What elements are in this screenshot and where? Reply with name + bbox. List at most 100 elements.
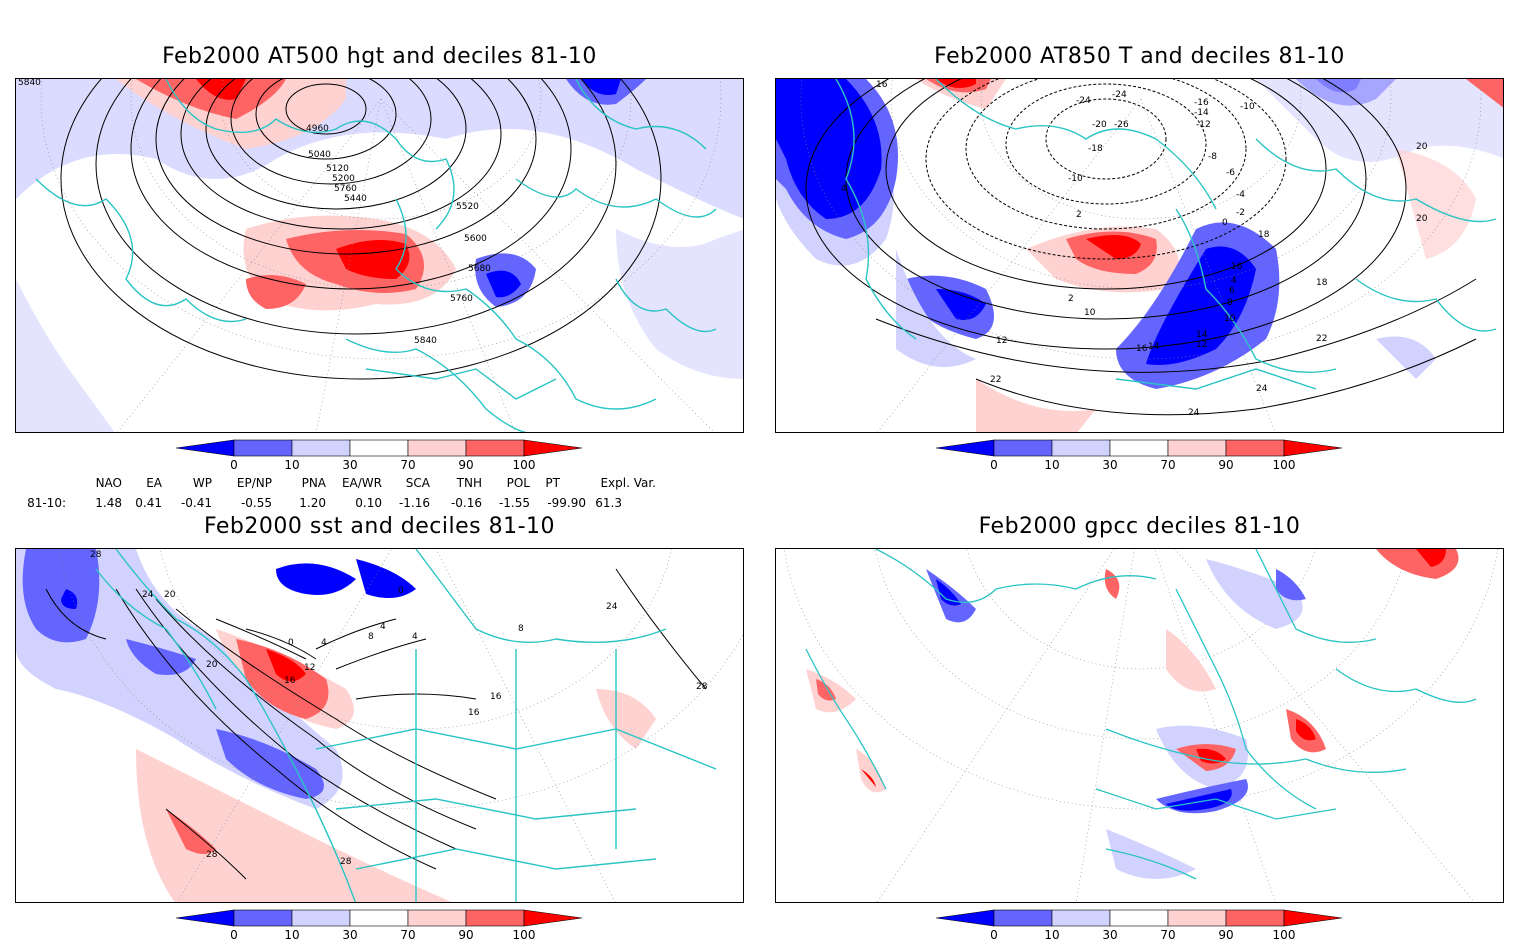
contour-label: -14 bbox=[1194, 108, 1209, 118]
contour-label: 18 bbox=[1258, 230, 1270, 240]
contour-label: 24 bbox=[1256, 384, 1268, 394]
index-header: TNH bbox=[456, 476, 482, 490]
contour-label: 5040 bbox=[308, 150, 331, 160]
index-value: 0.10 bbox=[355, 496, 382, 510]
contour-label: -24 bbox=[1112, 90, 1127, 100]
colorbar-segment bbox=[407, 439, 467, 457]
index-header: Expl. Var. bbox=[600, 476, 656, 490]
index-header: EA/WR bbox=[341, 476, 382, 490]
contour-label: 28 bbox=[206, 850, 218, 860]
index-value: 61.3 bbox=[595, 496, 622, 510]
contour-label: -26 bbox=[1114, 120, 1129, 130]
index-header: EP/NP bbox=[236, 476, 272, 490]
panel-title-t850: Feb2000 AT850 T and deciles 81-10 bbox=[934, 44, 1345, 69]
teleconnection-indices: NAO EA WP EP/NP PNA EA/WR SCA TNH POL PT… bbox=[0, 474, 760, 514]
contour-label: 12 bbox=[1196, 340, 1207, 350]
colorbar-tick-label: 90 bbox=[1218, 928, 1233, 942]
contour-label: -2 bbox=[1236, 208, 1245, 218]
colorbar-segment bbox=[175, 909, 235, 927]
contour-label: 6 bbox=[1229, 286, 1235, 296]
colorbar-tick-label: 90 bbox=[1218, 458, 1233, 472]
contour-label: 5760 bbox=[334, 184, 357, 194]
colorbar-segment bbox=[1051, 439, 1111, 457]
colorbar-tick-label: 10 bbox=[284, 928, 299, 942]
contour-label: 5520 bbox=[456, 202, 479, 212]
contour-label: 4 bbox=[380, 622, 386, 632]
colorbar-segment bbox=[1051, 909, 1111, 927]
contour-label: -12 bbox=[1196, 120, 1211, 130]
colorbar-segment bbox=[407, 909, 467, 927]
contour-label: 8 bbox=[368, 632, 374, 642]
contour-label: 5680 bbox=[468, 264, 491, 274]
contour-label: 16 bbox=[490, 692, 502, 702]
colorbar-tick-label: 10 bbox=[1044, 458, 1059, 472]
index-header: NAO bbox=[95, 476, 122, 490]
contour-label: 24 bbox=[1188, 408, 1200, 418]
contour-label: 4 bbox=[841, 184, 847, 194]
colorbar-tick-label: 100 bbox=[513, 458, 536, 472]
contour-label: 16 bbox=[284, 676, 296, 686]
contour-label: -4 bbox=[1236, 190, 1245, 200]
colorbar-segment bbox=[1283, 909, 1343, 927]
contour-label: 20 bbox=[1416, 214, 1428, 224]
contour-label: 0 bbox=[398, 586, 404, 596]
panel-title-hgt500: Feb2000 AT500 hgt and deciles 81-10 bbox=[162, 44, 597, 69]
contour-label: -24 bbox=[1076, 96, 1091, 106]
map-hgt500: 5840 4960 5040 5120 5200 5760 5440 5520 … bbox=[15, 78, 744, 433]
index-value: -0.55 bbox=[240, 496, 272, 510]
colorbar-tick-label: 100 bbox=[513, 928, 536, 942]
colorbar-tick-label: 100 bbox=[1273, 458, 1296, 472]
colorbar-segment bbox=[291, 439, 351, 457]
contour-label: 28 bbox=[696, 682, 708, 692]
colorbar-tick-label: 90 bbox=[458, 458, 473, 472]
contour-label: 24 bbox=[606, 602, 618, 612]
map-gpcc bbox=[775, 548, 1504, 903]
colorbar-sst: 0 10 30 70 90 100 bbox=[175, 909, 583, 942]
contour-label: 22 bbox=[1316, 334, 1327, 344]
contour-label: 14 bbox=[1148, 342, 1160, 352]
contour-label: 12 bbox=[304, 663, 315, 673]
panel-title-sst: Feb2000 sst and deciles 81-10 bbox=[203, 514, 556, 539]
map-sst: 28 20 24 20 0 4 8 4 0 12 16 16 24 16 28 … bbox=[15, 548, 744, 903]
colorbar-segment bbox=[1225, 439, 1285, 457]
contour-label: 20 bbox=[164, 590, 176, 600]
contour-label: 10 bbox=[1084, 308, 1096, 318]
colorbar-tick-label: 30 bbox=[342, 458, 357, 472]
index-row-label: 81-10: bbox=[27, 496, 66, 510]
colorbar-segment bbox=[233, 439, 293, 457]
contour-label: 16 bbox=[876, 80, 888, 90]
contour-label: 2 bbox=[1068, 294, 1074, 304]
index-header: WP bbox=[192, 476, 212, 490]
map-canvas-t850: 16 -24 -24 -16 -14 -10 -12 -20 -26 -18 -… bbox=[776, 79, 1503, 432]
colorbar-t850: 0 10 30 70 90 100 bbox=[935, 439, 1343, 472]
contour-label: 5600 bbox=[464, 234, 487, 244]
colorbar-segment bbox=[935, 909, 995, 927]
map-canvas-sst: 28 20 24 20 0 4 8 4 0 12 16 16 24 16 28 … bbox=[16, 549, 743, 902]
contour-label: 16 bbox=[468, 708, 480, 718]
colorbar-segment bbox=[1167, 909, 1227, 927]
colorbar-segment bbox=[993, 909, 1053, 927]
contour-label: 4960 bbox=[306, 124, 329, 134]
contour-label: 8 bbox=[518, 624, 524, 634]
contour-label: 5840 bbox=[414, 336, 437, 346]
contour-label: 5200 bbox=[332, 174, 355, 184]
colorbar-segment bbox=[993, 439, 1053, 457]
contour-label: 4 bbox=[321, 638, 327, 648]
index-value: 0.41 bbox=[135, 496, 162, 510]
colorbar-segment bbox=[465, 439, 525, 457]
index-header: PNA bbox=[301, 476, 326, 490]
colorbar-gpcc: 0 10 30 70 90 100 bbox=[935, 909, 1343, 942]
colorbar-tick-label: 100 bbox=[1273, 928, 1296, 942]
colorbar-tick-label: 70 bbox=[1160, 928, 1175, 942]
contour-label: -18 bbox=[1088, 144, 1103, 154]
index-header: SCA bbox=[405, 476, 430, 490]
contour-label: 5840 bbox=[18, 79, 41, 88]
contour-label: 16 bbox=[1136, 344, 1148, 354]
colorbar-tick-label: 10 bbox=[1044, 928, 1059, 942]
index-value: -1.16 bbox=[398, 496, 430, 510]
colorbar-segment bbox=[1167, 439, 1227, 457]
contour-label: 2 bbox=[1076, 210, 1082, 220]
contour-label: 28 bbox=[340, 857, 352, 867]
colorbar-tick-label: 0 bbox=[230, 458, 238, 472]
colorbar-tick-label: 0 bbox=[990, 458, 998, 472]
